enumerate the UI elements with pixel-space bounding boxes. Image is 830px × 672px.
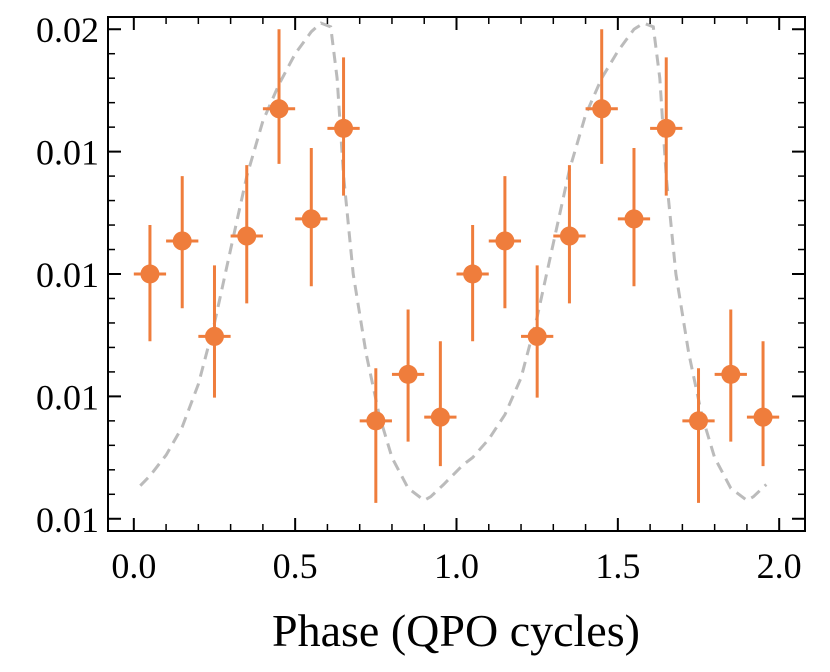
x-tick-label: 2.0 — [757, 546, 802, 586]
y-tick-label: 0.01 — [36, 133, 99, 173]
data-point — [327, 57, 360, 196]
y-tick-label: 0.01 — [36, 500, 99, 540]
x-tick-label: 1.0 — [434, 546, 479, 586]
data-marker — [689, 411, 709, 431]
data-marker — [559, 226, 579, 246]
data-marker — [172, 231, 192, 251]
data-point — [391, 309, 425, 442]
model-line — [139, 21, 768, 503]
y-tick-label: 0.01 — [36, 255, 99, 295]
data-point — [133, 225, 167, 342]
data-marker — [592, 99, 612, 119]
data-point — [682, 368, 715, 503]
data-marker — [398, 364, 418, 384]
x-tick-label: 0.5 — [273, 546, 318, 586]
data-marker — [301, 209, 321, 229]
data-point — [488, 176, 522, 309]
data-point — [198, 265, 231, 398]
data-point — [230, 165, 263, 304]
data-point — [585, 29, 618, 164]
data-marker — [269, 99, 289, 119]
data-point — [262, 29, 296, 164]
data-marker — [140, 264, 160, 284]
axes-layer: 0.0 0.5 1.0 1.5 2.0 0.01 0.01 0.01 0.01 0.02 — [36, 10, 805, 586]
data-point — [424, 341, 457, 467]
data-marker — [334, 118, 354, 138]
data-point — [650, 57, 683, 196]
data-point — [714, 309, 747, 442]
y-tick-label: 0.01 — [36, 377, 99, 417]
x-tick-label: 1.5 — [595, 546, 640, 586]
data-point — [359, 368, 392, 503]
data-point — [295, 147, 328, 287]
data-marker — [753, 407, 773, 427]
data-marker — [527, 326, 547, 346]
data-marker — [721, 364, 741, 384]
data-marker — [463, 264, 483, 284]
data-marker — [237, 226, 257, 246]
data-marker — [430, 407, 450, 427]
x-tick-label: 0.0 — [111, 546, 156, 586]
data-marker — [366, 411, 386, 431]
data-marker — [204, 326, 224, 346]
data-point — [553, 165, 586, 304]
data-point — [521, 265, 554, 398]
data-point — [166, 176, 199, 309]
data-marker — [656, 118, 676, 138]
data-point — [617, 147, 651, 287]
data-point — [456, 225, 489, 342]
y-tick-label: 0.02 — [36, 10, 99, 50]
data-point — [746, 341, 780, 467]
data-marker — [624, 209, 644, 229]
series-layer — [133, 21, 780, 503]
plot-frame — [107, 16, 806, 532]
data-marker — [495, 231, 515, 251]
x-axis-title: Phase (QPO cycles) — [272, 605, 640, 656]
